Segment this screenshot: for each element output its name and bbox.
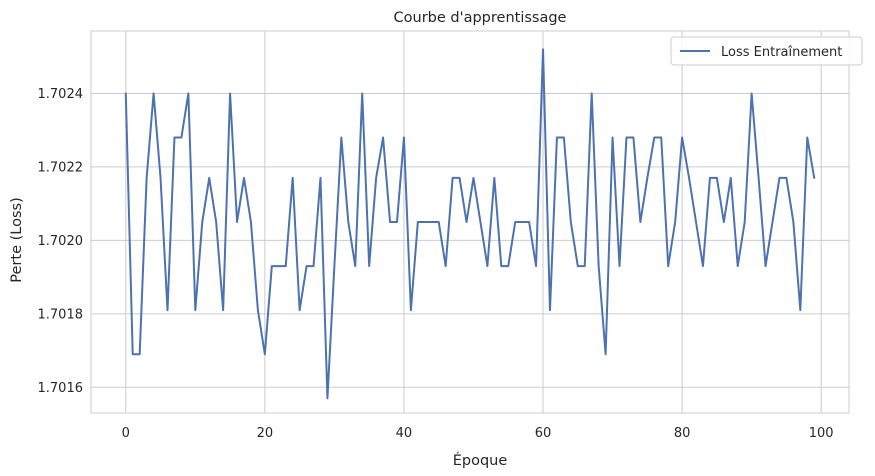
x-tick-label: 40 bbox=[396, 426, 413, 441]
y-tick-label: 1.7022 bbox=[38, 160, 84, 175]
series-line-loss bbox=[124, 48, 816, 400]
x-tick-label: 0 bbox=[122, 426, 130, 441]
x-axis-title: Époque bbox=[453, 452, 508, 469]
y-tick-label: 1.7016 bbox=[38, 381, 84, 396]
x-tick-label: 60 bbox=[535, 426, 552, 441]
plot-frame bbox=[90, 30, 850, 414]
y-tick-label: 1.7020 bbox=[38, 234, 84, 249]
legend-box bbox=[670, 36, 863, 66]
legend-label: Loss Entraînement bbox=[721, 45, 842, 60]
y-tick-label: 1.7018 bbox=[38, 307, 84, 322]
y-axis-title: Perte (Loss) bbox=[9, 197, 25, 282]
grid-lines bbox=[91, 31, 849, 413]
series-layer bbox=[124, 48, 816, 400]
x-tick-label: 100 bbox=[809, 426, 834, 441]
y-tick-label: 1.7024 bbox=[38, 87, 84, 102]
x-tick-label: 80 bbox=[674, 426, 691, 441]
chart-title: Courbe d'apprentissage bbox=[394, 10, 567, 26]
x-tick-labels: 0 20 40 60 80 100 bbox=[122, 426, 834, 441]
legend: Loss Entraînement bbox=[670, 36, 863, 66]
x-tick-label: 20 bbox=[257, 426, 274, 441]
y-tick-labels: 1.7016 1.7018 1.7020 1.7022 1.7024 bbox=[38, 87, 84, 396]
